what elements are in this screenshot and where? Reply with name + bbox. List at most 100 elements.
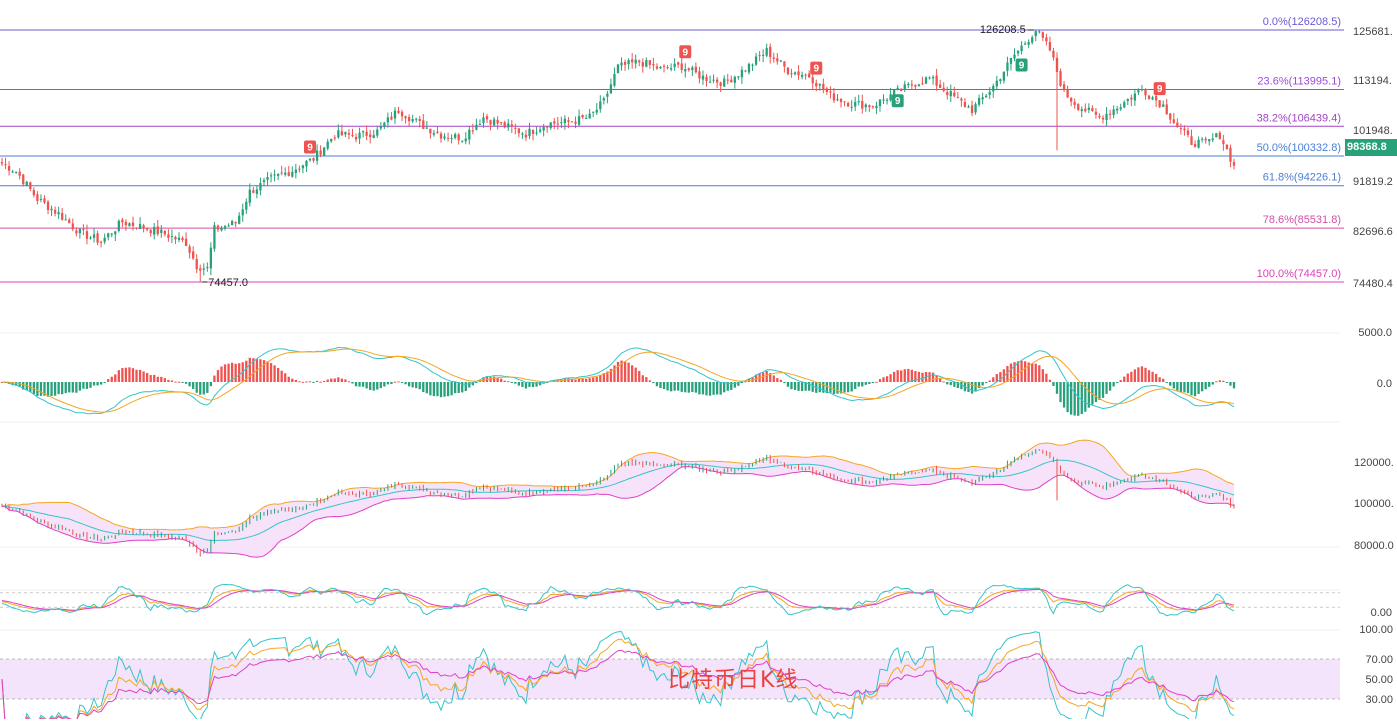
macd-histogram-bar bbox=[85, 382, 89, 389]
macd-histogram-bar bbox=[889, 374, 892, 382]
candle-body bbox=[471, 130, 475, 132]
macd-histogram-bar bbox=[765, 371, 768, 382]
macd-histogram-bar bbox=[202, 382, 205, 395]
last-price-tag: 98368.8 bbox=[1345, 139, 1397, 156]
macd-histogram-bar bbox=[1162, 378, 1165, 382]
candle-body bbox=[939, 84, 942, 88]
macd-histogram-bar bbox=[450, 382, 453, 396]
macd-histogram-bar bbox=[1151, 371, 1154, 382]
macd-histogram-bar bbox=[776, 378, 779, 382]
price-tick-label: 74480.4 bbox=[1353, 278, 1393, 290]
candle-body bbox=[514, 127, 517, 129]
candle-body bbox=[719, 82, 722, 86]
candle-body bbox=[538, 129, 542, 132]
candle-body bbox=[138, 223, 142, 230]
macd-histogram-bar bbox=[595, 376, 598, 382]
macd-histogram-bar bbox=[361, 382, 365, 387]
candle-body bbox=[740, 69, 744, 78]
macd-histogram-bar bbox=[223, 364, 227, 382]
candle-body bbox=[439, 133, 443, 139]
macd-histogram-bar bbox=[634, 367, 637, 382]
macd-histogram-bar bbox=[825, 382, 829, 394]
macd-histogram-bar bbox=[882, 377, 885, 382]
macd-histogram-bar bbox=[1179, 382, 1183, 392]
macd-histogram-bar bbox=[138, 369, 142, 382]
candle-body bbox=[524, 134, 528, 138]
macd-histogram-bar bbox=[701, 382, 705, 395]
macd-histogram-bar bbox=[57, 382, 60, 395]
macd-histogram-bar bbox=[939, 378, 942, 382]
macd-histogram-bar bbox=[36, 382, 39, 396]
macd-histogram-bar bbox=[78, 382, 82, 391]
candle-body bbox=[907, 83, 910, 86]
macd-histogram-bar bbox=[376, 382, 379, 390]
candle-body bbox=[1123, 102, 1126, 108]
candle-body bbox=[280, 172, 283, 174]
candle-body bbox=[641, 62, 644, 67]
fib-label: 100.0%(74457.0) bbox=[1257, 268, 1341, 280]
td-sell-marker: 9 bbox=[1153, 82, 1166, 96]
candle-body bbox=[708, 81, 712, 83]
candle-body bbox=[985, 95, 988, 98]
macd-histogram-bar bbox=[1158, 377, 1161, 382]
candle-body bbox=[163, 230, 167, 235]
candle-body bbox=[1031, 37, 1034, 43]
macd-histogram-bar bbox=[946, 382, 949, 385]
candle-body bbox=[1176, 122, 1179, 128]
candle-body bbox=[110, 233, 113, 235]
price-annotations: 126208.5 74457.0 bbox=[202, 24, 1034, 289]
candle-body bbox=[216, 225, 220, 230]
candle-body bbox=[730, 79, 733, 83]
candle-body bbox=[167, 234, 170, 238]
macd-histogram-bar bbox=[528, 382, 531, 387]
macd-histogram-bar bbox=[1147, 370, 1151, 382]
macd-histogram-bar bbox=[836, 382, 839, 394]
macd-histogram-bar bbox=[977, 382, 981, 389]
macd-histogram-bar bbox=[1116, 382, 1119, 384]
macd-histogram-bar bbox=[754, 374, 758, 382]
candle-body bbox=[1069, 97, 1073, 102]
macd-histogram-bar bbox=[953, 382, 956, 387]
macd-histogram-bar bbox=[581, 378, 584, 382]
macd-histogram-bar bbox=[425, 382, 428, 394]
candle-body bbox=[422, 120, 425, 129]
fib-label: 0.0%(126208.5) bbox=[1263, 16, 1341, 28]
candle-body bbox=[970, 105, 974, 114]
macd-histogram-bar bbox=[818, 382, 821, 393]
macd-histogram-bar bbox=[110, 376, 113, 382]
candle-body bbox=[765, 48, 768, 56]
macd-histogram-bar bbox=[177, 381, 181, 383]
macd-histogram-bar bbox=[145, 372, 149, 382]
macd-histogram-bar bbox=[333, 378, 336, 382]
candle-body bbox=[238, 215, 241, 224]
candle-body bbox=[956, 97, 960, 99]
candle-body bbox=[546, 126, 549, 128]
candle-body bbox=[528, 128, 531, 137]
candle-body bbox=[1048, 42, 1052, 51]
candle-body bbox=[645, 59, 648, 67]
kdj-j-line bbox=[1, 583, 1235, 617]
candle-body bbox=[326, 141, 329, 149]
macd-histogram-bar bbox=[1232, 382, 1236, 389]
candle-body bbox=[737, 76, 740, 78]
rsi-tick-label: 100.00 bbox=[1359, 624, 1393, 636]
macd-histogram-bar bbox=[1130, 371, 1133, 382]
macd-histogram-bar bbox=[769, 373, 772, 382]
macd-histogram-bar bbox=[570, 378, 574, 382]
candle-body bbox=[22, 174, 25, 185]
macd-histogram-bar bbox=[1052, 382, 1055, 386]
candle-body bbox=[1186, 130, 1190, 135]
candle-body bbox=[1023, 43, 1027, 45]
candle-body bbox=[783, 61, 786, 67]
macd-histogram-bar bbox=[199, 382, 202, 395]
candle-body bbox=[453, 134, 457, 138]
macd-histogram-bar bbox=[453, 382, 457, 394]
candle-body bbox=[209, 247, 213, 269]
boll-tick-label: 100000. bbox=[1354, 498, 1394, 510]
macd-histogram-bar bbox=[726, 382, 729, 391]
macd-histogram-bar bbox=[439, 382, 443, 398]
td-marker-box bbox=[1015, 58, 1028, 72]
candle-body bbox=[1006, 62, 1009, 71]
macd-histogram-bar bbox=[1098, 382, 1101, 400]
